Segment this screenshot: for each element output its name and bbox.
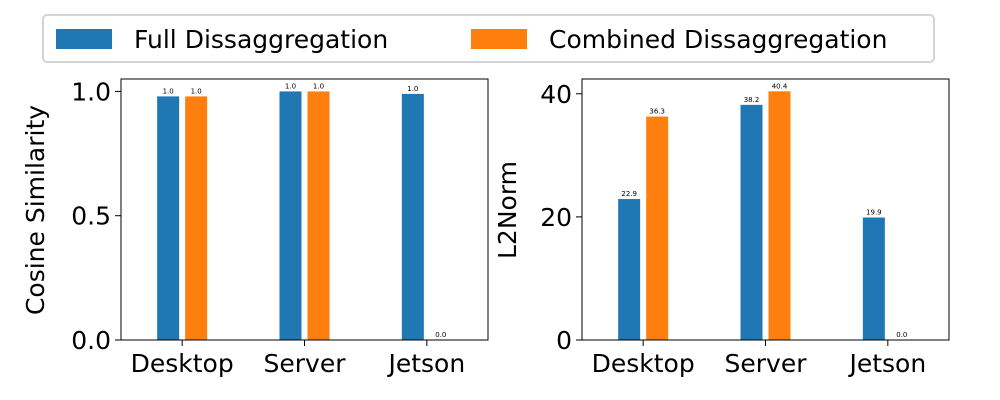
chart2-value-label-jetson-s1: 19.9 xyxy=(866,209,882,217)
legend-item-combined: Combined Dissaggregation xyxy=(471,24,887,54)
chart2-bar-server-s1 xyxy=(740,104,763,340)
chart2-bar-desktop-s1 xyxy=(618,199,641,340)
chart1-value-label-server-s1: 1.0 xyxy=(285,82,296,90)
chart1-bar-desktop-s2 xyxy=(185,96,208,341)
chart1-ytick-label-2: 1.0 xyxy=(71,77,111,106)
chart2-value-label-jetson-s2: 0.0 xyxy=(896,331,907,339)
chart1-xtick-label-server: Server xyxy=(264,349,347,378)
chart2-bar-desktop-s2 xyxy=(646,116,669,340)
legend-label-combined: Combined Dissaggregation xyxy=(549,24,888,54)
chart2-bar-jetson-s1 xyxy=(862,217,885,340)
legend-label-full: Full Dissaggregation xyxy=(134,24,389,54)
chart2-value-label-desktop-s1: 22.9 xyxy=(621,190,637,198)
chart2-xtick-label-server: Server xyxy=(725,349,808,378)
chart2-ytick-label-1: 20 xyxy=(540,203,572,232)
chart2-xtick-label-desktop: Desktop xyxy=(592,349,695,378)
chart2-ytick-label-0: 0 xyxy=(556,326,572,355)
chart1-ytick-label-1: 0.5 xyxy=(71,202,111,231)
chart2-value-label-server-s2: 40.4 xyxy=(772,82,788,90)
chart2-value-label-server-s1: 38.2 xyxy=(744,96,760,104)
chart2-value-label-desktop-s2: 36.3 xyxy=(649,108,665,116)
chart1-ylabel: Cosine Similarity xyxy=(21,105,50,315)
chart1-bar-jetson-s1 xyxy=(401,93,424,341)
chart1-value-label-jetson-s1: 1.0 xyxy=(407,85,418,93)
chart1-bar-desktop-s1 xyxy=(157,96,180,341)
chart1-value-label-jetson-s2: 0.0 xyxy=(435,331,446,339)
chart2-ytick-label-2: 40 xyxy=(540,80,572,109)
chart1-ytick-label-0: 0.0 xyxy=(71,326,111,355)
chart1-xtick-label-desktop: Desktop xyxy=(131,349,234,378)
chart2-xtick-label-jetson: Jetson xyxy=(847,349,926,378)
chart1-value-label-desktop-s1: 1.0 xyxy=(163,87,174,95)
legend-swatch-combined xyxy=(471,29,527,49)
chart1-value-label-server-s2: 1.0 xyxy=(313,82,324,90)
chart1-value-label-desktop-s2: 1.0 xyxy=(191,87,202,95)
chart2-bar-server-s2 xyxy=(768,91,791,341)
chart1-xtick-label-jetson: Jetson xyxy=(386,349,465,378)
legend-swatch-full xyxy=(56,29,112,49)
legend: Full Dissaggregation Combined Dissaggreg… xyxy=(42,14,935,63)
chart2-ylabel: L2Norm xyxy=(493,161,522,259)
chart1-bar-server-s1 xyxy=(279,91,302,340)
chart1-bar-server-s2 xyxy=(307,91,330,340)
legend-item-full: Full Dissaggregation xyxy=(56,24,388,54)
